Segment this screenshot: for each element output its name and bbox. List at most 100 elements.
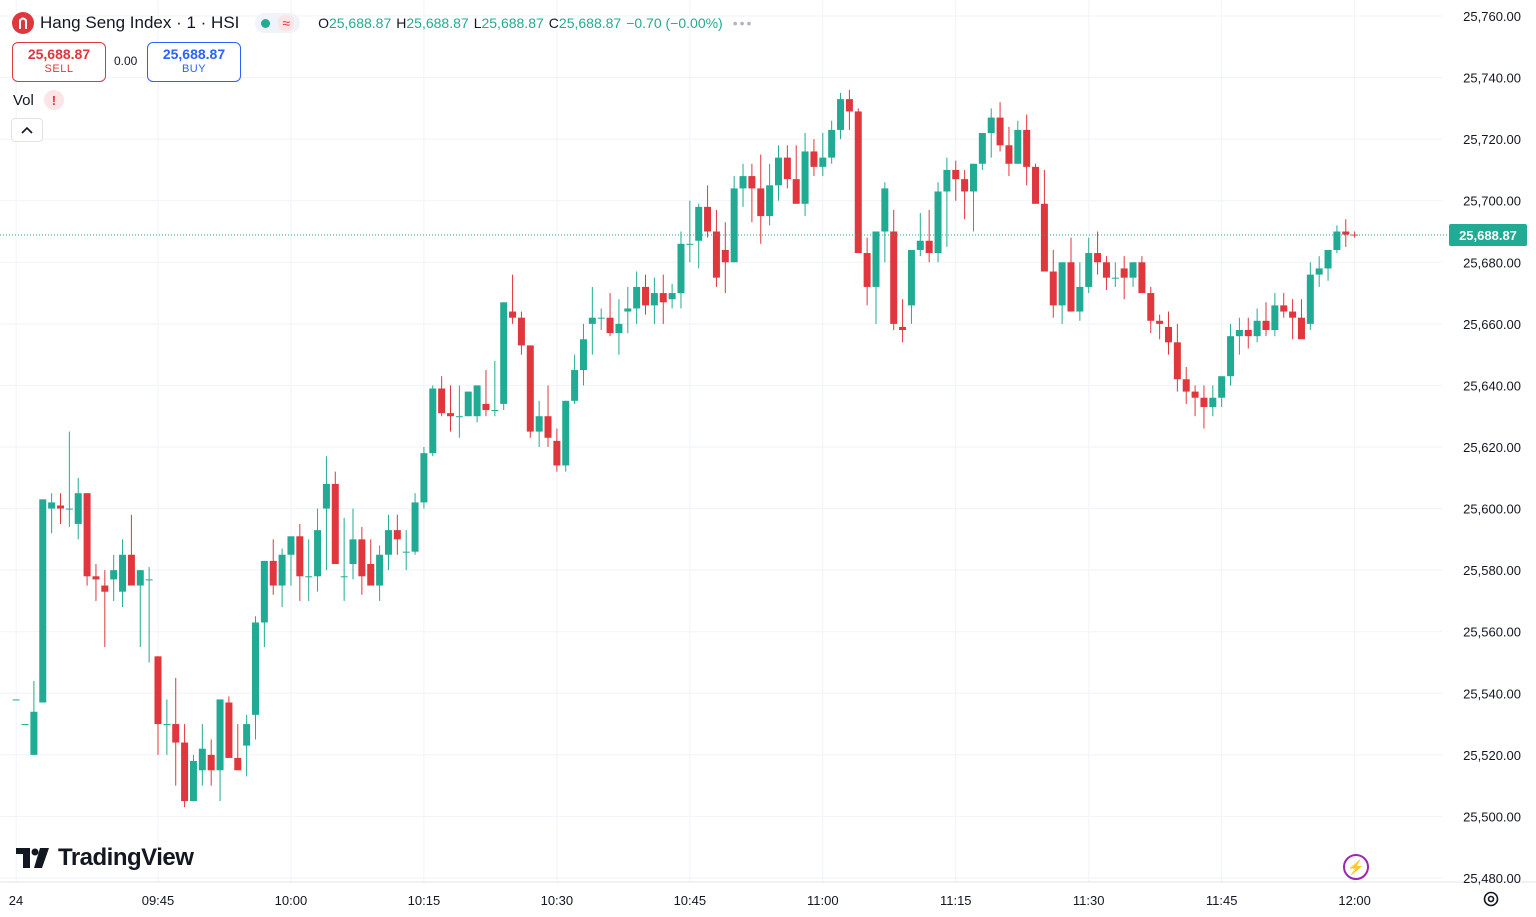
sell-label: SELL xyxy=(44,63,74,75)
candle-body xyxy=(1315,268,1323,275)
candle-body xyxy=(1085,253,1093,287)
y-tick-label: 25,640.00 xyxy=(1463,378,1521,393)
candle-body xyxy=(83,493,91,577)
candle-body xyxy=(92,576,100,580)
candle-body xyxy=(1244,330,1252,337)
candle-body xyxy=(686,243,694,245)
candle-body xyxy=(438,388,446,414)
candle-body xyxy=(296,536,304,577)
candle-body xyxy=(899,326,907,331)
candle-body xyxy=(987,117,995,133)
candle-body xyxy=(198,748,206,771)
candle-body xyxy=(1297,317,1305,340)
candle-body xyxy=(110,570,118,580)
candle-body xyxy=(712,231,720,278)
candle-body xyxy=(278,554,286,586)
candle-body xyxy=(207,754,215,771)
candle-body xyxy=(704,206,712,232)
volume-indicator[interactable]: Vol ! xyxy=(13,90,64,110)
candle-body xyxy=(934,191,942,254)
candle-body xyxy=(21,724,29,726)
candle-body xyxy=(872,231,880,287)
candle-body xyxy=(978,132,986,164)
candle-body xyxy=(801,151,809,204)
candle-body xyxy=(961,179,969,192)
candle-body xyxy=(39,499,47,703)
x-tick-label: 10:45 xyxy=(674,893,707,908)
candle-body xyxy=(420,453,428,503)
lightning-icon[interactable]: ⚡ xyxy=(1343,854,1369,880)
status-pill[interactable]: ≈ xyxy=(255,13,301,33)
tradingview-logo-icon xyxy=(16,848,49,868)
candle-body xyxy=(260,560,268,623)
buy-price: 25,688.87 xyxy=(162,46,226,62)
y-tick-label: 25,540.00 xyxy=(1463,686,1521,701)
candle-body xyxy=(48,502,56,509)
tradingview-logo[interactable]: TradingView xyxy=(16,844,194,872)
candle-body xyxy=(845,99,853,112)
candle-body xyxy=(606,317,614,334)
last-price-label: 25,688.87 xyxy=(1459,228,1517,243)
more-options-icon[interactable]: ••• xyxy=(732,15,754,31)
candle-body xyxy=(757,188,765,217)
x-tick-label: 11:30 xyxy=(1073,893,1105,908)
buy-label: BUY xyxy=(181,63,207,75)
y-tick-label: 25,740.00 xyxy=(1463,71,1521,86)
candle-body xyxy=(349,539,357,564)
candle-body xyxy=(1209,397,1217,407)
warning-icon[interactable]: ! xyxy=(43,90,64,110)
x-tick-label: 11:00 xyxy=(807,893,839,908)
x-tick-label: 24 xyxy=(9,893,23,908)
candle-body xyxy=(792,179,800,204)
candle-body xyxy=(916,240,924,250)
candle-body xyxy=(597,317,605,319)
candle-body xyxy=(322,483,330,509)
sell-button[interactable]: 25,688.87 SELL xyxy=(12,42,106,82)
candle-body xyxy=(952,169,960,180)
candle-body xyxy=(668,293,676,300)
y-tick-label: 25,480.00 xyxy=(1463,871,1521,886)
candle-body xyxy=(588,317,596,324)
sell-price: 25,688.87 xyxy=(27,46,91,62)
candle-body xyxy=(331,483,339,564)
candle-body xyxy=(615,323,623,334)
candle-body xyxy=(739,176,747,189)
candle-body xyxy=(907,249,915,306)
candle-body xyxy=(402,551,410,553)
gear-icon[interactable] xyxy=(1481,889,1501,909)
candle-body xyxy=(854,111,862,254)
volume-label: Vol xyxy=(13,91,34,109)
candle-body xyxy=(535,416,543,432)
candle-body xyxy=(969,163,977,192)
candle-body xyxy=(810,151,818,167)
y-tick-label: 25,500.00 xyxy=(1463,809,1521,824)
candle-body xyxy=(181,742,189,802)
candle-body xyxy=(642,286,650,306)
candle-body xyxy=(216,699,224,771)
collapse-button[interactable] xyxy=(11,118,43,142)
candle-body xyxy=(12,699,20,701)
candle-body xyxy=(269,560,277,586)
candle-body xyxy=(1058,262,1066,306)
candle-body xyxy=(571,370,579,401)
buy-button[interactable]: 25,688.87 BUY xyxy=(147,42,241,82)
candle-body xyxy=(145,579,153,581)
candle-body xyxy=(101,585,109,592)
market-open-dot-icon xyxy=(261,18,271,28)
candle-body xyxy=(491,410,499,412)
x-tick-label: 09:45 xyxy=(142,893,175,908)
candle-body xyxy=(384,530,392,555)
candle-body xyxy=(925,240,933,254)
x-tick-label: 11:45 xyxy=(1206,893,1238,908)
candle-body xyxy=(1218,376,1226,398)
symbol-title[interactable]: Hang Seng Index · 1 · HSI xyxy=(40,13,240,32)
candle-body xyxy=(136,570,144,586)
candle-body xyxy=(544,416,552,438)
candle-body xyxy=(1164,326,1172,343)
candle-body xyxy=(393,530,401,540)
candle-body xyxy=(500,302,508,404)
candle-body xyxy=(56,505,64,509)
candle-body xyxy=(562,400,570,466)
candle-body xyxy=(1280,305,1288,312)
